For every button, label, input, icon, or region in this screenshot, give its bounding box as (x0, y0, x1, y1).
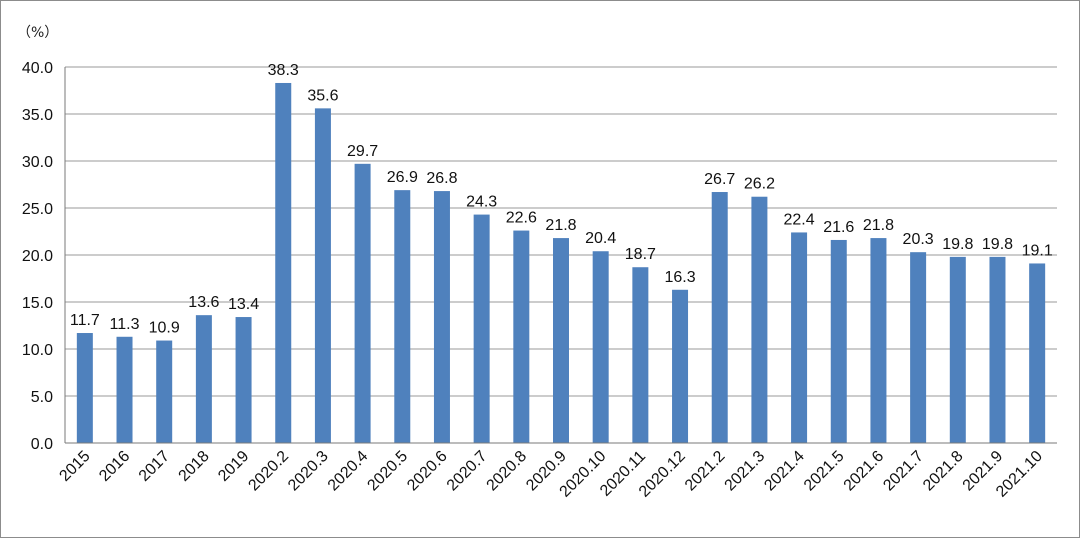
y-tick-label: 40.0 (22, 60, 53, 77)
data-label: 18.7 (625, 246, 656, 263)
x-tick-label: 2017 (136, 448, 173, 485)
bar (433, 191, 450, 443)
y-tick-label: 25.0 (22, 201, 53, 218)
bar (394, 190, 411, 443)
data-label: 10.9 (149, 320, 180, 337)
bar (314, 108, 331, 444)
x-tick-label: 2020.8 (484, 448, 531, 495)
x-tick-label: 2018 (176, 448, 213, 485)
x-tick-label: 2020.5 (364, 448, 411, 495)
bar (1029, 263, 1046, 443)
data-label: 19.1 (1022, 242, 1053, 259)
y-tick-label: 15.0 (22, 295, 53, 312)
y-tick-label: 5.0 (31, 389, 53, 406)
x-tick-label: 2021.6 (841, 448, 888, 495)
bars (76, 82, 1046, 444)
bar (870, 238, 887, 443)
x-tick-label: 2020.6 (404, 448, 451, 495)
x-tick-label: 2020.3 (285, 448, 332, 495)
data-label: 26.7 (704, 171, 735, 188)
data-label: 22.4 (784, 211, 815, 228)
bar (989, 256, 1006, 443)
x-tick-label: 2021.7 (880, 448, 927, 495)
data-label: 11.3 (110, 316, 140, 333)
bar (235, 317, 252, 443)
data-labels: 11.7 11.3 10.9 13.6 13.4 38.3 35.6 29.7 26.9 26.8… (70, 62, 1053, 337)
bar (632, 267, 649, 443)
data-label: 22.6 (506, 210, 537, 227)
data-label: 11.7 (70, 312, 100, 329)
data-label: 20.4 (585, 230, 616, 247)
x-tick-label: 2021.5 (801, 448, 848, 495)
bar (553, 238, 569, 443)
bar (76, 333, 93, 443)
bar (354, 163, 371, 443)
x-tick-label: 2015 (56, 448, 93, 485)
bar (830, 239, 847, 443)
data-label: 29.7 (347, 143, 378, 160)
x-tick-label: 2019 (215, 448, 252, 485)
data-label: 21.8 (863, 217, 894, 234)
y-axis-ticks: 0.0 5.0 10.0 15.0 20.0 25.0 30.0 35.0 40.0 (22, 60, 53, 453)
bar (195, 315, 212, 443)
x-tick-label: 2016 (96, 448, 133, 485)
data-label: 20.3 (903, 231, 934, 248)
bar (116, 336, 133, 443)
unit-label: （%） (17, 25, 58, 41)
data-label: 35.6 (307, 87, 338, 104)
x-tick-label: 2020.2 (245, 448, 292, 495)
data-label: 21.8 (545, 217, 576, 234)
data-label: 13.4 (228, 296, 259, 313)
bar (751, 196, 768, 443)
data-label: 38.3 (268, 62, 299, 79)
bar (156, 340, 173, 443)
x-tick-label: 2021.3 (722, 448, 769, 495)
x-tick-label: 2021.8 (920, 448, 967, 495)
x-tick-label: 2020.4 (325, 448, 372, 495)
bar (791, 232, 808, 443)
y-tick-label: 30.0 (22, 154, 53, 171)
x-tick-label: 2020.7 (444, 448, 491, 495)
y-tick-label: 10.0 (22, 342, 53, 359)
bar (592, 251, 609, 443)
data-label: 26.2 (744, 176, 775, 193)
x-axis-ticks: 2015 2016 2017 2018 20192020.22020.32020.420… (56, 448, 1046, 501)
x-tick-label: 2021.4 (761, 448, 808, 495)
data-label: 19.8 (942, 236, 973, 253)
data-label: 26.8 (426, 170, 457, 187)
data-label: 21.6 (823, 219, 854, 236)
y-tick-label: 35.0 (22, 107, 53, 124)
y-tick-label: 20.0 (22, 248, 53, 265)
data-label: 19.8 (982, 236, 1013, 253)
x-tick-label: 2021.2 (682, 448, 729, 495)
data-label: 16.3 (664, 269, 695, 286)
bar (473, 214, 490, 443)
data-label: 24.3 (466, 194, 497, 211)
y-tick-label: 0.0 (31, 436, 53, 453)
bar (711, 192, 728, 443)
bar (513, 230, 530, 443)
bar (910, 252, 927, 443)
bar (949, 256, 966, 443)
bar (672, 289, 689, 443)
bar (275, 82, 292, 443)
data-label: 13.6 (188, 294, 219, 311)
data-label: 26.9 (387, 169, 418, 186)
